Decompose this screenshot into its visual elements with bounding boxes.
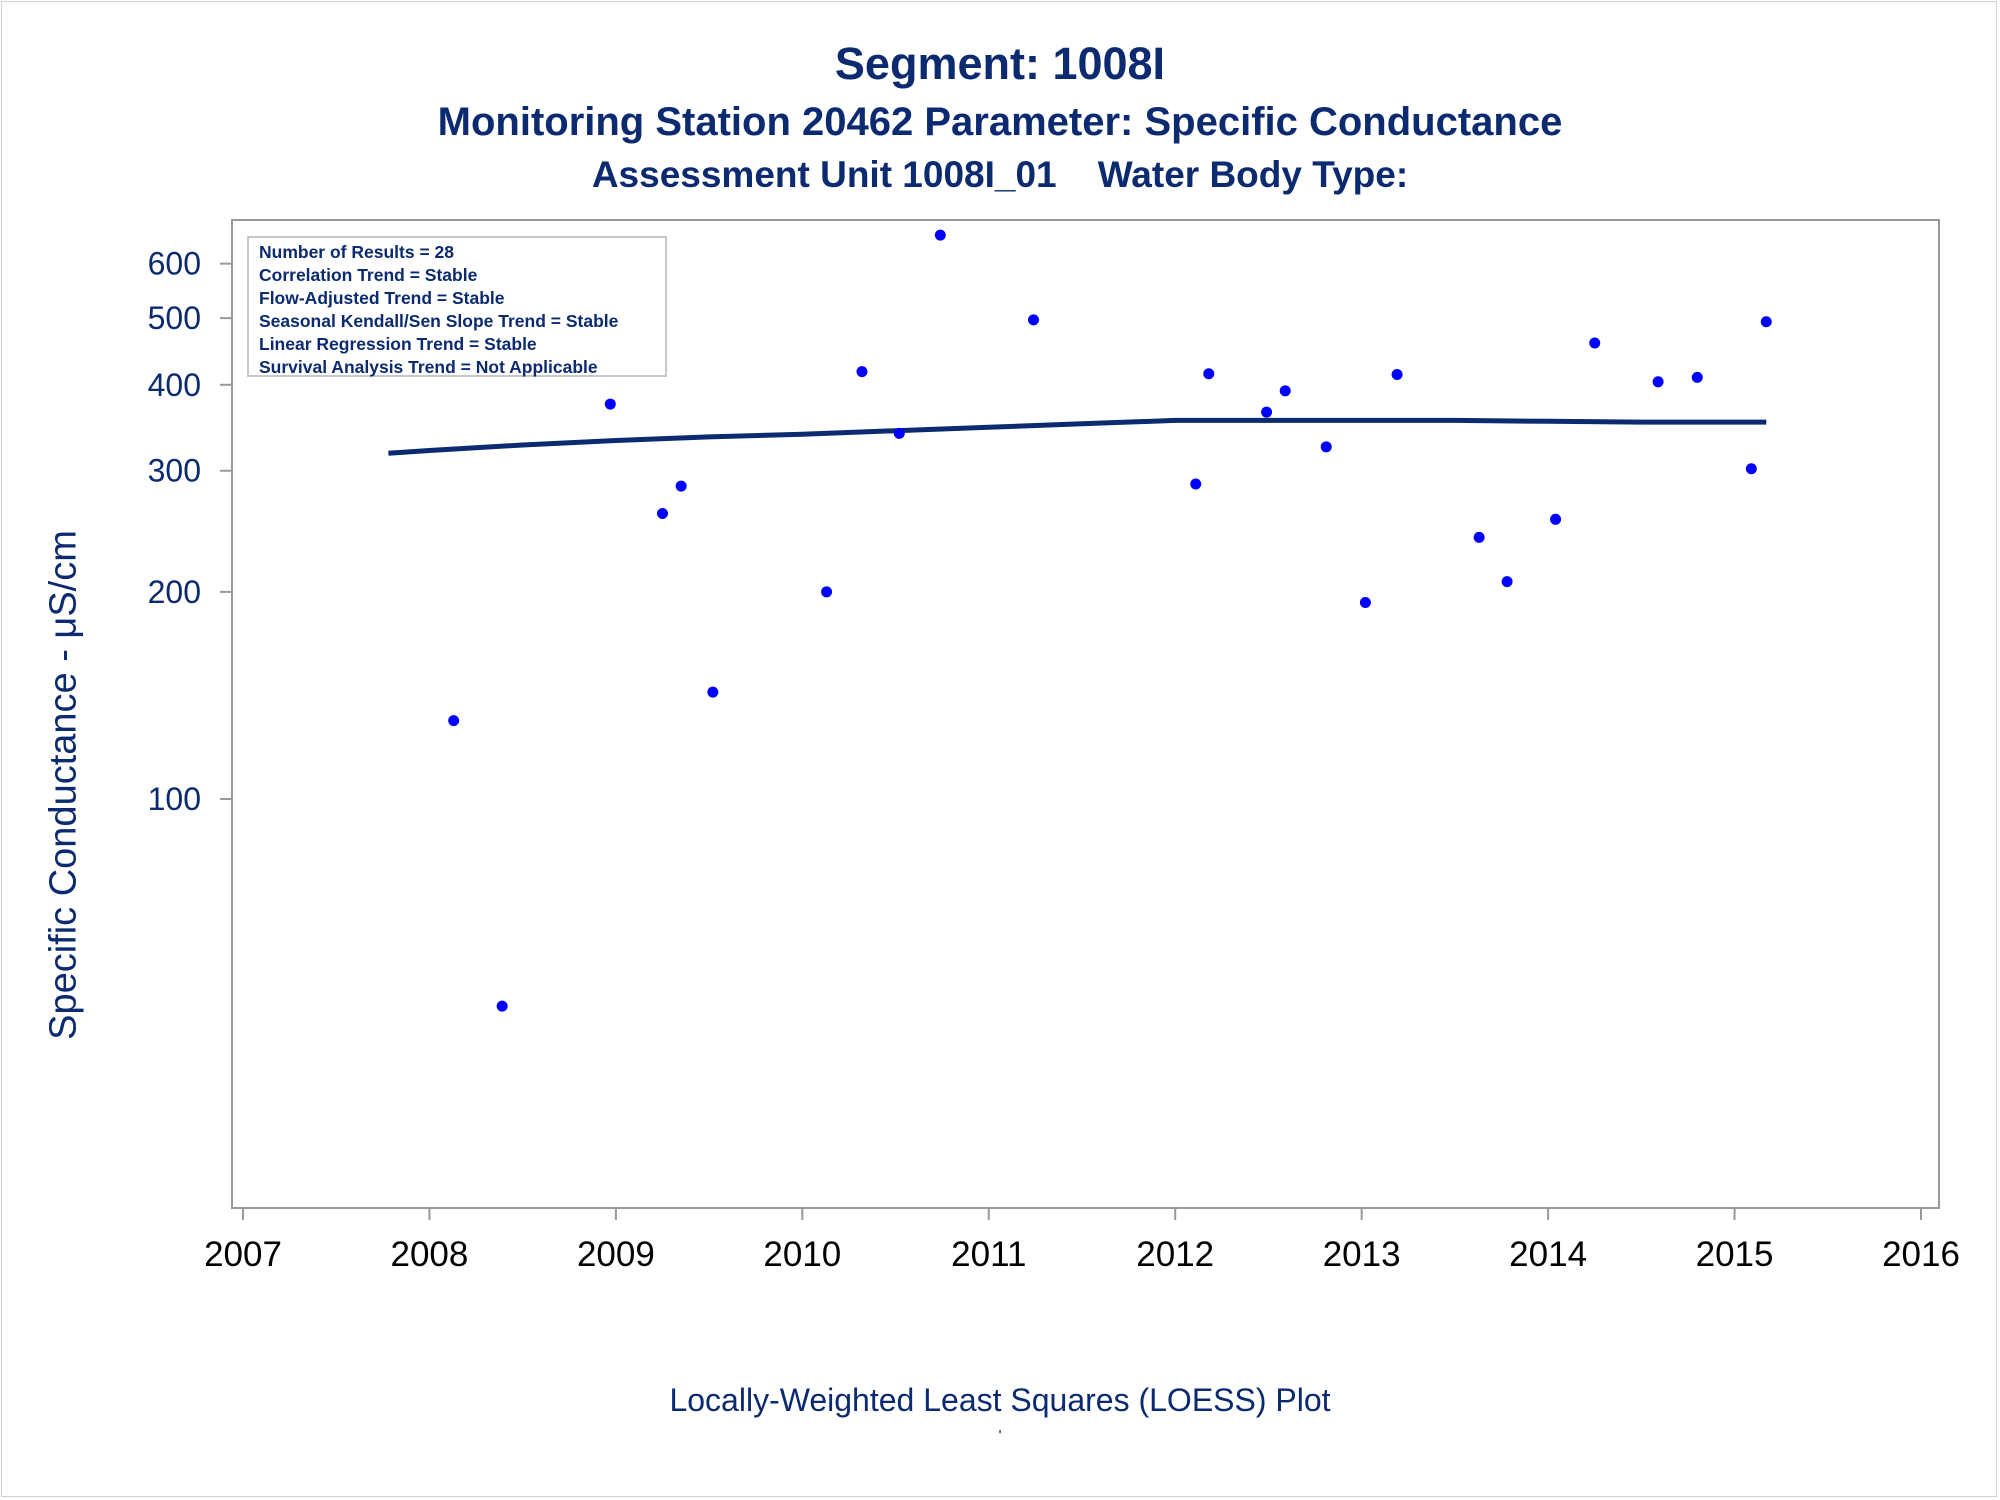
footnote: Locally-Weighted Least Squares (LOESS) P…: [669, 1382, 1331, 1418]
data-point: [604, 398, 616, 410]
stats-line: Seasonal Kendall/Sen Slope Trend = Stabl…: [259, 311, 619, 331]
y-tick-label: 300: [148, 453, 201, 489]
y-axis: 100 200 300 400 500 600: [148, 246, 232, 817]
x-tick-label: 2010: [763, 1235, 841, 1274]
data-point: [1760, 316, 1772, 328]
data-point: [1473, 531, 1485, 543]
chart-subtitle: Monitoring Station 20462 Parameter: Spec…: [437, 100, 1563, 144]
x-tick-label: 2008: [391, 1235, 469, 1274]
chart-title: Segment: 1008I: [834, 38, 1166, 89]
data-point: [657, 507, 668, 519]
y-axis-label: Specific Conductance - μS/cm: [42, 530, 85, 1040]
data-point: [1261, 406, 1273, 418]
x-tick-label: 2012: [1136, 1235, 1214, 1274]
y-tick-label: 400: [148, 367, 201, 403]
data-point: [1652, 376, 1664, 388]
y-tick-label: 100: [148, 781, 201, 817]
y-tick-label: 500: [148, 300, 201, 336]
stats-line: Flow-Adjusted Trend = Stable: [259, 288, 505, 308]
y-tick-label: 200: [148, 574, 201, 610]
data-point: [1501, 576, 1513, 588]
x-tick-label: 2013: [1323, 1235, 1401, 1274]
stats-line: Correlation Trend = Stable: [259, 265, 478, 285]
x-tick-label: 2009: [577, 1235, 655, 1274]
x-tick-label: 2016: [1882, 1235, 1960, 1274]
data-point: [1190, 478, 1202, 490]
data-point: [893, 427, 905, 439]
loess-line: [388, 417, 1767, 456]
data-point: [1320, 441, 1332, 453]
x-tick-label: 2015: [1696, 1235, 1774, 1274]
y-tick-label: 600: [148, 246, 201, 282]
footnote-tick: ': [998, 1428, 1002, 1445]
stats-line: Linear Regression Trend = Stable: [259, 334, 537, 354]
data-point: [1028, 314, 1040, 326]
stats-line: Survival Analysis Trend = Not Applicable: [259, 357, 598, 377]
data-points: [382, 229, 1772, 1012]
data-point: [856, 366, 868, 378]
chart-subtitle-2: Assessment Unit 1008I_01 Water Body Type…: [591, 154, 1409, 195]
loess-trend: [388, 417, 1767, 456]
data-point: [707, 686, 719, 698]
data-point: [1745, 463, 1757, 475]
data-point: [1391, 369, 1403, 381]
data-point: [934, 229, 946, 241]
data-point: [675, 480, 687, 492]
data-point: [1359, 597, 1371, 609]
x-axis: 2007 2008 2009 2010 2011 2012 2013 2014 2015 2016: [204, 1208, 1960, 1274]
x-tick-label: 2011: [951, 1235, 1026, 1274]
data-point: [1691, 371, 1703, 383]
data-point: [1203, 368, 1215, 380]
stats-box: Number of Results = 28 Correlation Trend…: [247, 236, 667, 377]
data-point: [821, 586, 833, 598]
plot-area-border: [231, 219, 1940, 1209]
data-point: [1550, 513, 1562, 525]
stats-line: Number of Results = 28: [259, 242, 454, 262]
x-tick-label: 2007: [204, 1235, 282, 1274]
data-point: [1279, 385, 1291, 397]
x-tick-label: 2014: [1509, 1235, 1587, 1274]
data-point: [1589, 337, 1601, 349]
data-point: [496, 1000, 508, 1012]
data-point: [448, 715, 460, 727]
